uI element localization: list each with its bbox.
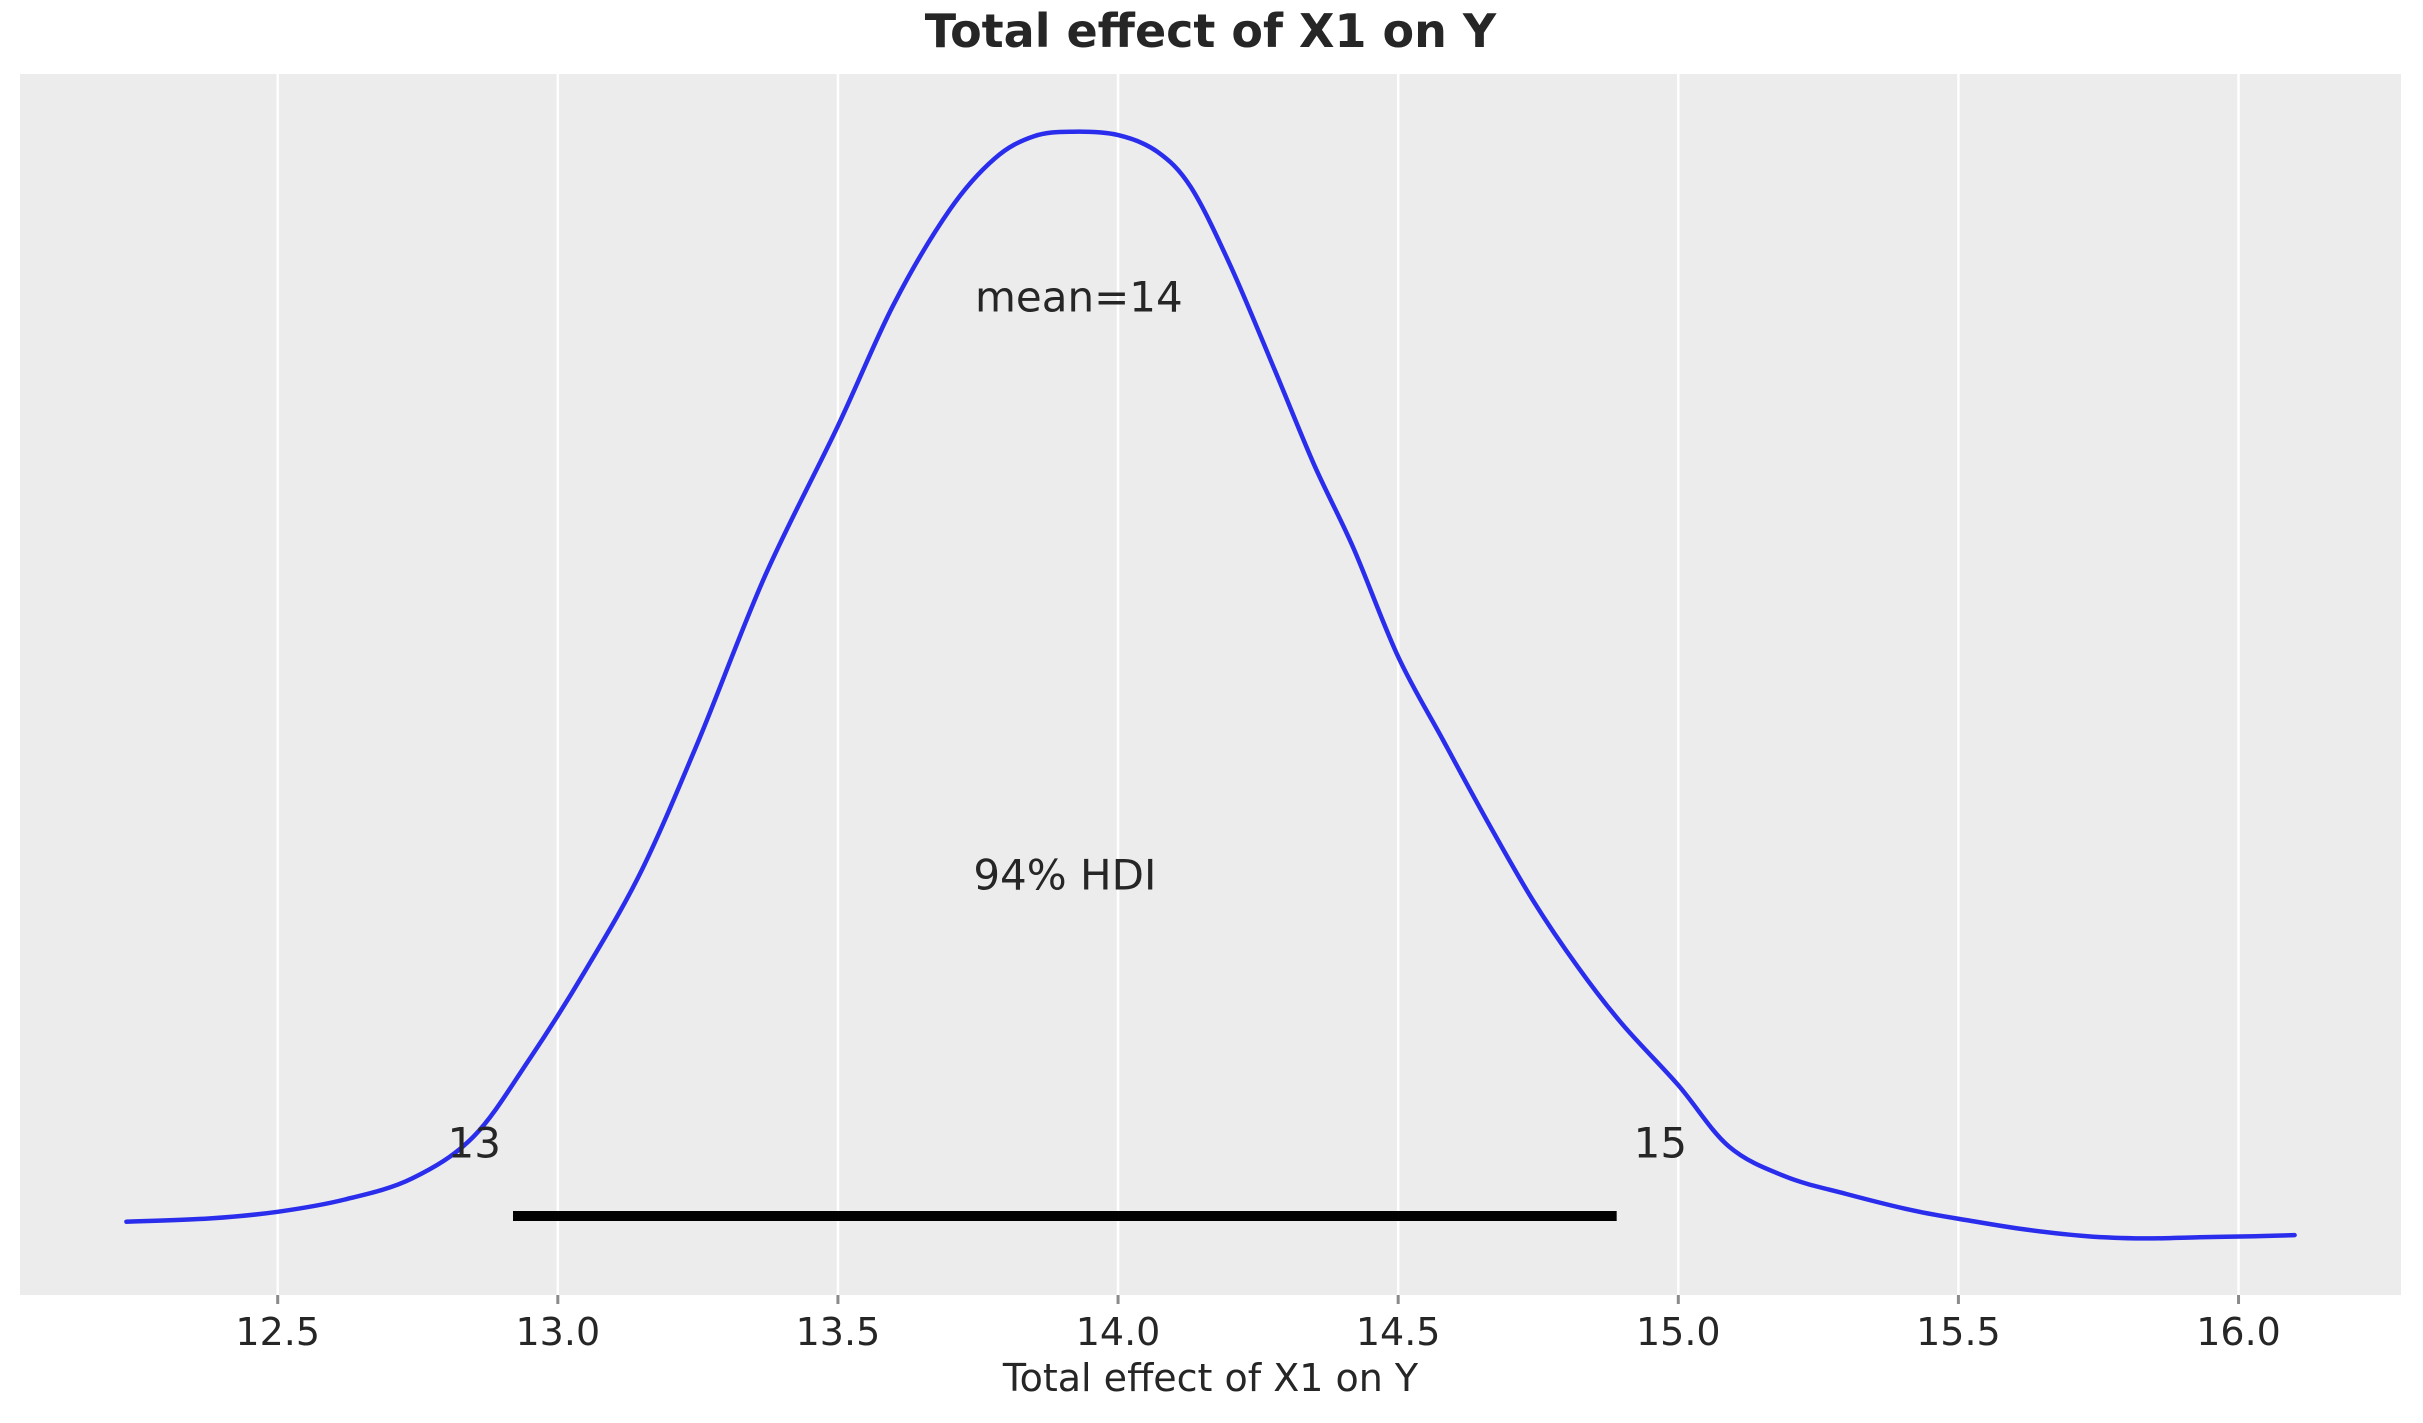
x-tick-label: 15.0 — [1635, 1310, 1721, 1354]
x-tick-label: 13.0 — [515, 1310, 601, 1354]
x-tick-label: 12.5 — [235, 1310, 321, 1354]
x-tick-label: 16.0 — [2196, 1310, 2281, 1354]
hdi-lower-bound-label: 13 — [447, 1118, 501, 1168]
x-tick-label: 15.5 — [1916, 1310, 2001, 1354]
x-axis-title: Total effect of X1 on Y — [1002, 1356, 1419, 1400]
hdi-label: 94% HDI — [973, 850, 1157, 900]
x-tick-label: 14.0 — [1075, 1310, 1161, 1354]
x-tick-label: 14.5 — [1355, 1310, 1441, 1354]
plot-area — [20, 74, 2401, 1295]
hdi-upper-bound-label: 15 — [1633, 1118, 1688, 1168]
density-curve — [124, 129, 2297, 1241]
x-tick-label: 13.5 — [795, 1310, 881, 1354]
mean-annotation: mean=14 — [974, 272, 1183, 322]
chart-title: Total effect of X1 on Y — [924, 4, 1497, 58]
